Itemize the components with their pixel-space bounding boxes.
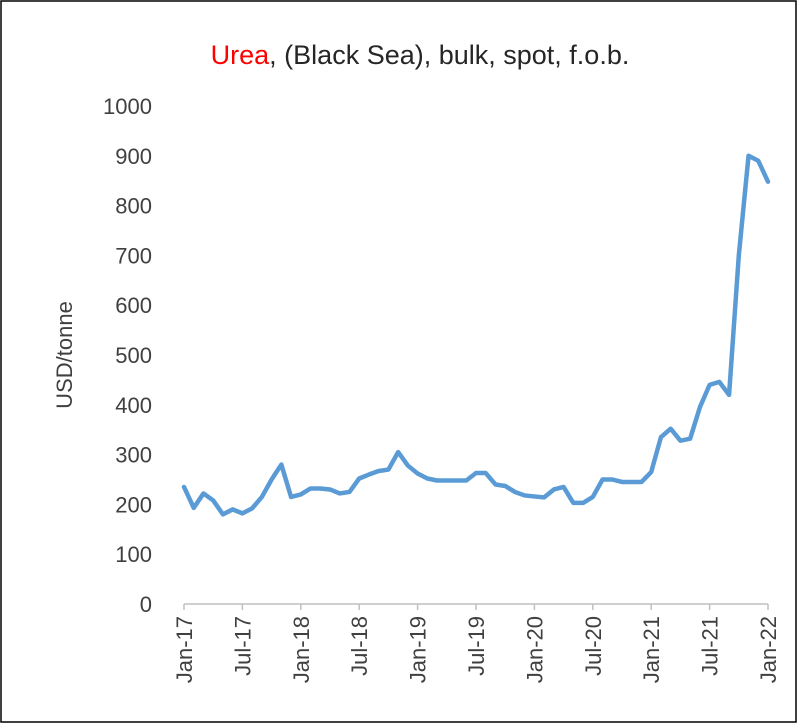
x-tick-label: Jan-22 xyxy=(756,616,781,683)
x-tick-label: Jul-19 xyxy=(464,616,489,676)
x-tick-label: Jan-20 xyxy=(522,616,547,683)
x-tick-label: Jan-18 xyxy=(289,616,314,683)
y-tick-label: 100 xyxy=(115,542,152,567)
line-series xyxy=(181,153,771,517)
y-tick-label: 200 xyxy=(115,492,152,517)
x-tick-label: Jul-20 xyxy=(581,616,606,676)
y-tick-label: 600 xyxy=(115,293,152,318)
y-tick-label: 900 xyxy=(115,144,152,169)
x-tick-label: Jan-21 xyxy=(639,616,664,683)
y-tick-label: 1000 xyxy=(103,94,152,119)
x-tick-label: Jan-19 xyxy=(406,616,431,683)
y-tick-label: 300 xyxy=(115,443,152,468)
y-tick-label: 800 xyxy=(115,194,152,219)
y-axis-label: USD/tonne xyxy=(52,301,77,409)
y-tick-label: 400 xyxy=(115,393,152,418)
x-tick-label: Jul-18 xyxy=(347,616,372,676)
title-rest: , (Black Sea), bulk, spot, f.o.b. xyxy=(269,40,629,70)
x-tick-label: Jan-17 xyxy=(172,616,197,683)
y-tick-label: 700 xyxy=(115,243,152,268)
x-tick-label: Jul-21 xyxy=(698,616,723,676)
title-highlight: Urea xyxy=(211,40,271,70)
x-tick-label: Jul-17 xyxy=(230,616,255,676)
y-tick-label: 0 xyxy=(140,592,152,617)
y-tick-label: 500 xyxy=(115,343,152,368)
chart-title: Urea, (Black Sea), bulk, spot, f.o.b. xyxy=(211,40,630,70)
